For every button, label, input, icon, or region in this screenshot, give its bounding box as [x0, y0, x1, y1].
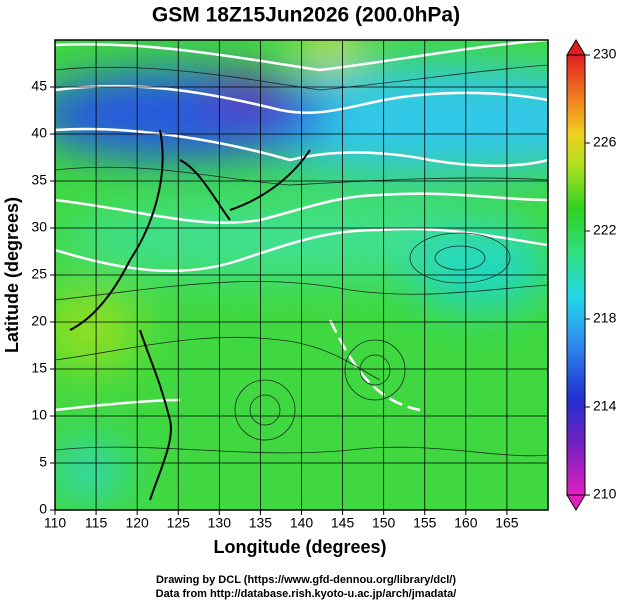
y-tick-label: 40: [31, 125, 47, 141]
y-axis-label: Latitude (degrees): [2, 197, 22, 353]
x-tick-label: 140: [290, 515, 314, 531]
x-tick-label: 120: [125, 515, 149, 531]
x-tick-label: 150: [372, 515, 396, 531]
y-tick-label: 35: [31, 172, 47, 188]
y-tick-label: 15: [31, 360, 47, 376]
x-tick-label: 125: [167, 515, 191, 531]
colorbar-tick-label: 214: [593, 398, 617, 414]
chart-title: GSM 18Z15Jun2026 (200.0hPa): [152, 4, 460, 27]
colorbar: [566, 54, 586, 496]
y-tick-label: 30: [31, 219, 47, 235]
plot-frame: [54, 39, 549, 511]
colorbar-min-arrow: [566, 494, 586, 511]
x-tick-label: 165: [495, 515, 519, 531]
x-tick-label: 135: [249, 515, 273, 531]
credit: Drawing by DCL (https://www.gfd-dennou.o…: [156, 574, 456, 586]
colorbar-max-arrow: [566, 39, 586, 56]
y-tick-label: 25: [31, 266, 47, 282]
field: [55, 40, 548, 510]
coastline: [69, 129, 311, 501]
colorbar-tick-label: 226: [593, 134, 617, 150]
colorbar-tick-label: 222: [593, 222, 617, 238]
x-axis-label: Longitude (degrees): [213, 537, 386, 557]
x-tick-label: 115: [85, 515, 108, 531]
x-tick-label: 160: [454, 515, 478, 531]
y-tick-label: 20: [31, 313, 47, 329]
colorbar-tick-label: 218: [593, 310, 617, 326]
x-tick-label: 110: [44, 515, 67, 531]
y-tick-label: 10: [31, 407, 47, 423]
y-tick-label: 5: [39, 454, 47, 470]
x-tick-label: 155: [413, 515, 437, 531]
colorbar-tick-label: 210: [593, 486, 617, 502]
x-tick-label: 130: [208, 515, 232, 531]
colorbar-tick-label: 230: [593, 46, 617, 62]
credit: Data from http://database.rish.kyoto-u.a…: [156, 588, 457, 600]
streamlines: [55, 64, 548, 457]
y-tick-label: 45: [31, 78, 47, 94]
x-tick-label: 145: [331, 515, 355, 531]
y-tick-label: 0: [39, 501, 47, 517]
